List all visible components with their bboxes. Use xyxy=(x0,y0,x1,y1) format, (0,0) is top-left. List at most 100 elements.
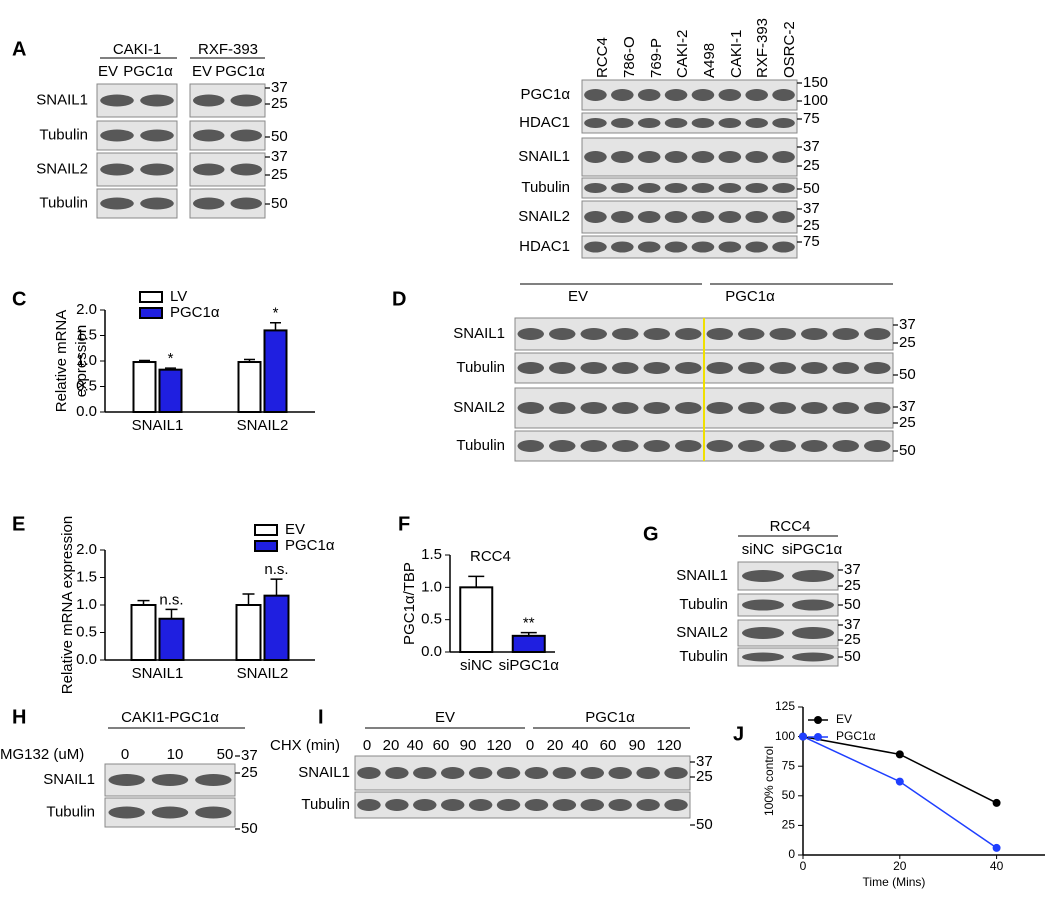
row-label: SNAIL1 xyxy=(518,148,570,165)
blot xyxy=(581,235,798,259)
band xyxy=(517,328,544,340)
band xyxy=(108,806,145,819)
band xyxy=(413,799,437,811)
band xyxy=(772,89,795,101)
band xyxy=(864,440,891,452)
band xyxy=(864,402,891,414)
band xyxy=(517,440,544,452)
band xyxy=(745,211,768,223)
band xyxy=(691,241,715,253)
band xyxy=(738,402,765,414)
legend-swatch xyxy=(139,291,163,303)
band xyxy=(643,402,670,414)
x-tick-label: SNAIL2 xyxy=(237,665,289,682)
row-label: SNAIL1 xyxy=(453,325,505,342)
band xyxy=(792,599,834,611)
x-tick-label: siNC xyxy=(460,657,493,674)
band xyxy=(580,402,607,414)
lane-label: 60 xyxy=(433,737,450,754)
x-tick-label: 20 xyxy=(893,859,907,873)
band xyxy=(664,118,688,128)
band xyxy=(357,767,381,779)
mw-label: 37 xyxy=(271,79,288,96)
y-axis-label: expression xyxy=(73,325,90,398)
panel-letter: I xyxy=(318,706,324,728)
band xyxy=(675,402,702,414)
group-label: RCC4 xyxy=(770,518,811,535)
band xyxy=(664,211,688,223)
chart-title: RCC4 xyxy=(470,548,511,565)
bar xyxy=(263,594,290,662)
band xyxy=(549,440,576,452)
x-tick-label: siPGC1α xyxy=(499,657,560,674)
point xyxy=(992,843,1001,852)
mw-label: 37 xyxy=(696,753,713,770)
band xyxy=(611,241,634,253)
lane-label: EV xyxy=(98,63,118,80)
band xyxy=(496,767,521,779)
mw-label: 25 xyxy=(241,764,258,781)
lane-label: siPGC1α xyxy=(782,541,843,558)
annotation: n.s. xyxy=(264,561,288,578)
row-label: Tubulin xyxy=(679,648,728,665)
band xyxy=(612,362,639,374)
group-label: CAKI-1 xyxy=(113,41,161,58)
band xyxy=(772,118,795,128)
band xyxy=(611,151,634,163)
band xyxy=(468,799,493,811)
mw-label: 50 xyxy=(803,180,820,197)
band xyxy=(100,129,134,142)
band xyxy=(230,94,262,107)
x-tick-label: SNAIL1 xyxy=(132,665,184,682)
band xyxy=(769,440,796,452)
lane-label: 90 xyxy=(629,737,646,754)
band xyxy=(108,774,145,786)
blot xyxy=(354,755,691,791)
row-label: SNAIL2 xyxy=(518,208,570,225)
lane-label: 50 xyxy=(217,746,234,763)
band xyxy=(193,94,225,107)
lane-label: 40 xyxy=(407,737,424,754)
row-label: Tubulin xyxy=(39,194,88,211)
band xyxy=(580,440,607,452)
band xyxy=(357,799,381,811)
band xyxy=(832,440,859,452)
y-tick-label: 1.5 xyxy=(421,546,442,563)
band xyxy=(100,94,134,107)
point xyxy=(799,732,807,741)
bar xyxy=(511,634,546,653)
lane-label: A498 xyxy=(701,43,718,78)
mw-label: 75 xyxy=(803,233,820,250)
y-tick-label: 100 xyxy=(775,729,795,743)
y-tick-label: 2.0 xyxy=(76,541,97,558)
band xyxy=(580,799,605,811)
band xyxy=(612,402,639,414)
lane-label: RXF-393 xyxy=(754,18,771,78)
mw-label: 25 xyxy=(844,631,861,648)
band xyxy=(691,151,715,163)
mw-label: 37 xyxy=(844,561,861,578)
y-axis-label: Relative mRNA xyxy=(53,310,70,413)
band xyxy=(230,129,262,142)
row-label: Tubulin xyxy=(39,126,88,143)
band xyxy=(738,328,765,340)
mw-label: 37 xyxy=(844,616,861,633)
row-label: HDAC1 xyxy=(519,114,570,131)
band xyxy=(140,197,174,210)
band xyxy=(664,799,688,811)
band xyxy=(745,183,768,193)
row-label: SNAIL1 xyxy=(676,567,728,584)
row-label: SNAIL1 xyxy=(43,771,95,788)
mw-label: 25 xyxy=(271,95,288,112)
x-tick-label: SNAIL1 xyxy=(132,417,184,434)
band xyxy=(718,89,742,101)
annotation: * xyxy=(168,350,174,367)
row-label: PGC1α xyxy=(520,86,570,103)
mw-label: 25 xyxy=(803,157,820,174)
mw-label: 50 xyxy=(696,816,713,833)
lane-label: RCC4 xyxy=(594,37,611,78)
mw-label: 25 xyxy=(899,334,916,351)
panel-letter: H xyxy=(12,706,26,728)
band xyxy=(801,362,828,374)
mw-label: 100 xyxy=(803,92,828,109)
